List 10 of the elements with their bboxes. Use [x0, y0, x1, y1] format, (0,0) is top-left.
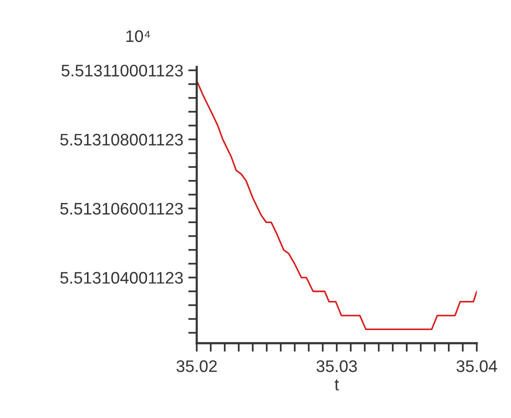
text: 10⁴ [126, 30, 150, 42]
y-tick-label: 5.513106001123 [60, 202, 183, 215]
y-tick-label: 5.513110001123 [62, 64, 183, 76]
x-axis-title: t [334, 379, 339, 390]
y-tick-label: 5.513108001123 [60, 134, 183, 146]
x-tick-label: 35.02 [176, 360, 217, 372]
x-tick-label: 35.03 [316, 360, 357, 372]
y-tick-label: 5.513104001123 [60, 272, 183, 284]
line-series [196, 80, 477, 330]
x-tick-label: 35.04 [456, 360, 498, 372]
